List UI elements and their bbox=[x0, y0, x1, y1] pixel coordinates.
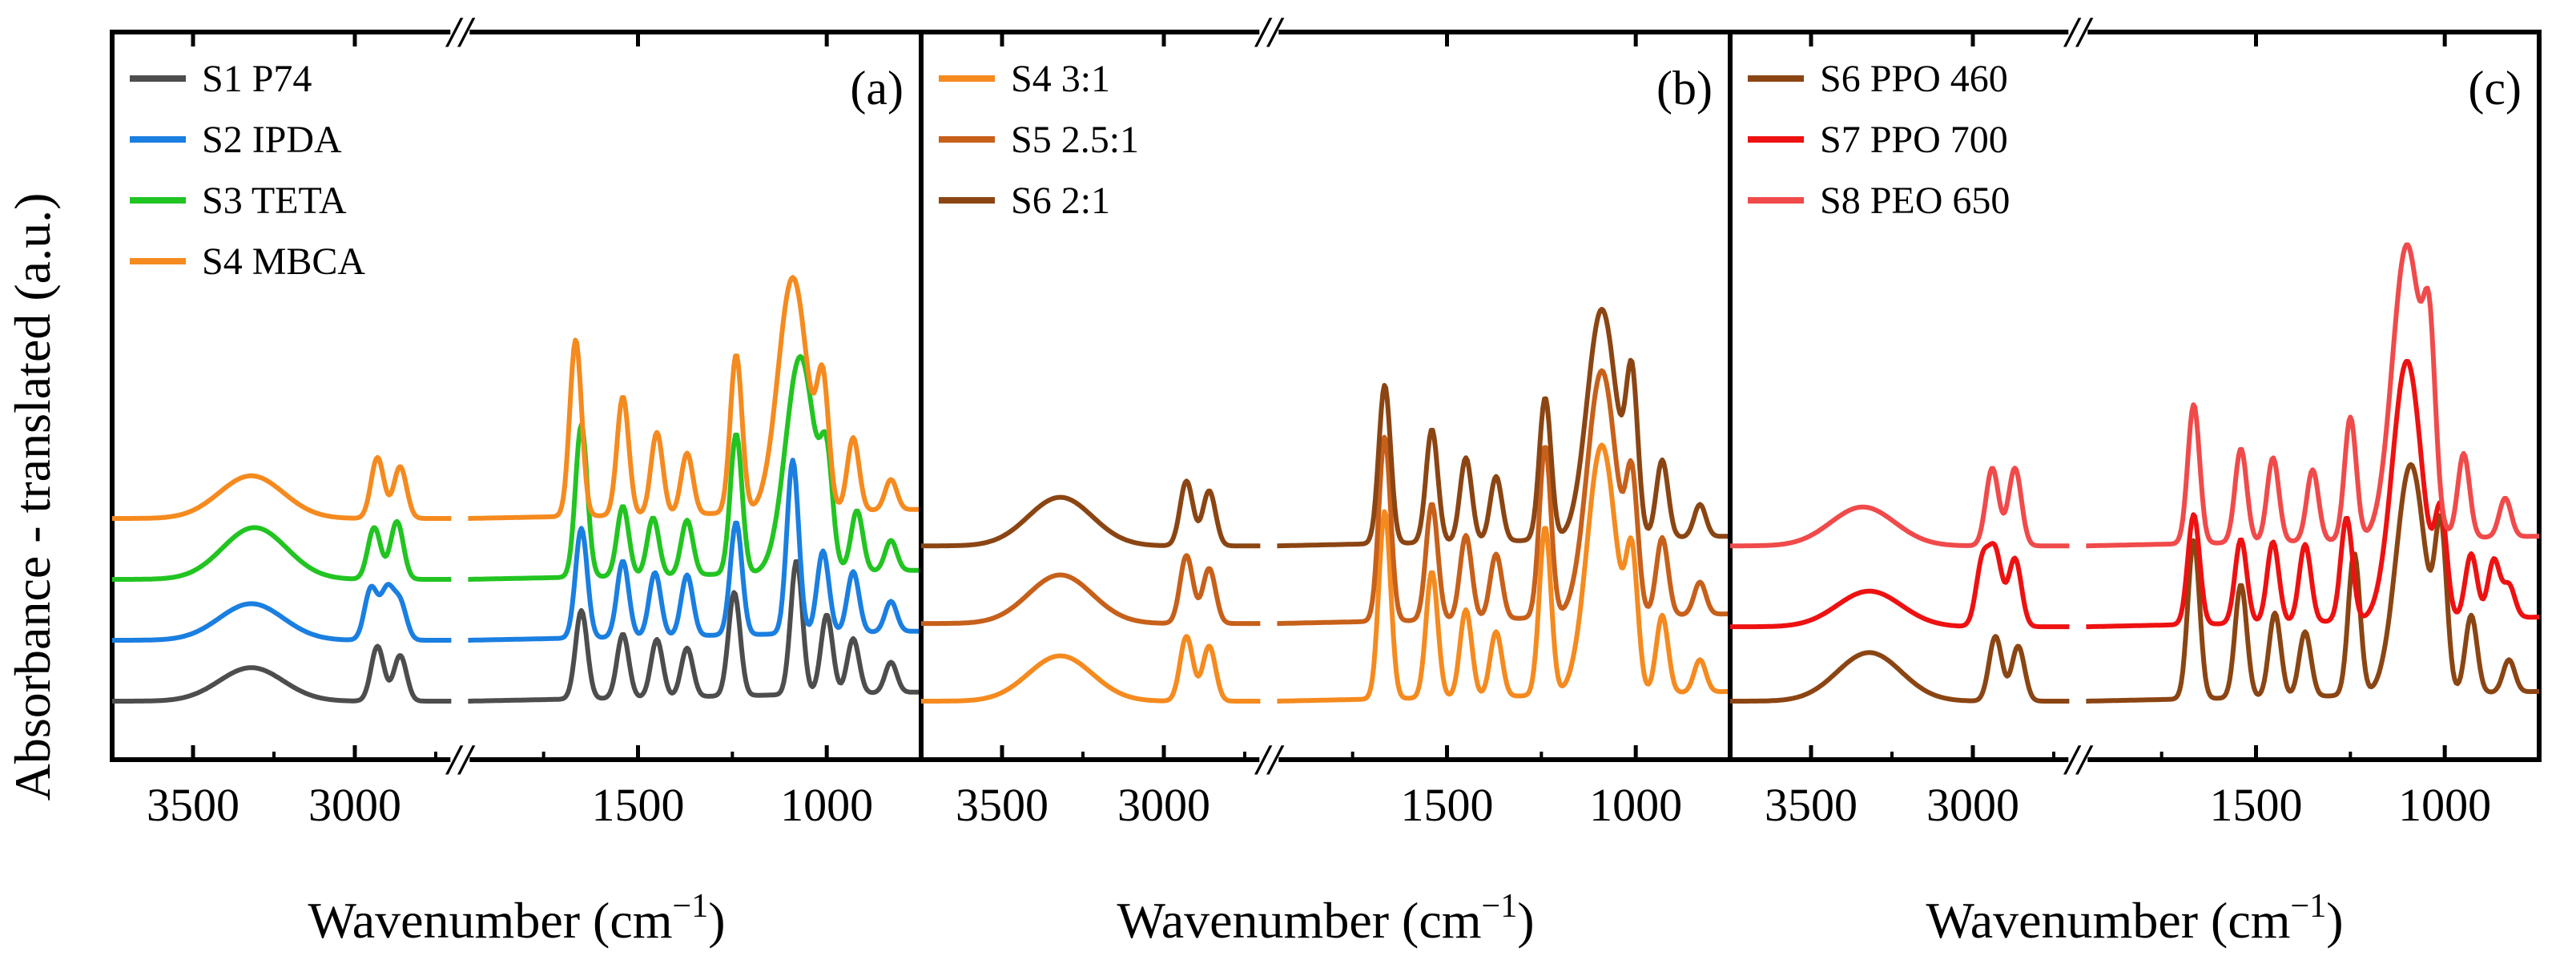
series-line-s6-2-1-seg2 bbox=[1276, 306, 1732, 549]
panel-label: (a) bbox=[850, 62, 904, 115]
series-line-s2-ipda-seg1 bbox=[111, 582, 453, 643]
series-line-s8-peo-650-seg1 bbox=[1729, 466, 2071, 549]
series-line-s7-ppo-700-seg2 bbox=[2085, 359, 2541, 630]
series-line-s7-ppo-700-seg1 bbox=[1729, 541, 2071, 630]
series-line-s2-ipda-seg2 bbox=[467, 458, 923, 643]
axis-break-gap bbox=[450, 753, 470, 766]
x-tick-label: 1500 bbox=[2210, 779, 2303, 831]
axis-break-gap bbox=[1259, 26, 1279, 38]
x-axis-title: Wavenumber (cm−1) bbox=[308, 888, 725, 949]
axis-break-gap bbox=[2068, 753, 2088, 766]
series-line-s6-ppo-460-seg1 bbox=[1729, 634, 2071, 704]
series-line-s6-ppo-460-seg2 bbox=[2085, 462, 2541, 704]
series-line-s4-mbca-seg1 bbox=[111, 454, 453, 521]
axis-break-mark: // bbox=[445, 736, 476, 784]
series-line-s6-2-1-seg1 bbox=[920, 478, 1262, 549]
legend-label: S5 2.5:1 bbox=[1011, 119, 1139, 161]
panel-label: (b) bbox=[1656, 62, 1713, 115]
legend-label: S4 3:1 bbox=[1011, 58, 1110, 100]
x-tick-label: 3500 bbox=[147, 779, 239, 831]
series-line-s5-2-5-1-seg2 bbox=[1276, 368, 1732, 627]
x-tick-label: 3000 bbox=[1117, 779, 1210, 831]
legend-label: S4 MBCA bbox=[202, 240, 365, 283]
x-tick-label: 3500 bbox=[1765, 779, 1858, 831]
axis-break-gap bbox=[450, 26, 470, 38]
legend-label: S1 P74 bbox=[202, 58, 312, 100]
legend-label: S8 PEO 650 bbox=[1820, 179, 2010, 222]
panel-label: (c) bbox=[2468, 62, 2522, 115]
x-tick-label: 1000 bbox=[1589, 779, 1682, 831]
series-line-s1-p74-seg1 bbox=[111, 643, 453, 704]
axis-break-gap bbox=[1259, 753, 1279, 766]
axis-break-mark: // bbox=[445, 8, 476, 56]
x-tick-label: 3500 bbox=[956, 779, 1049, 831]
axis-break-mark: // bbox=[1254, 8, 1285, 56]
legend-label: S2 IPDA bbox=[202, 119, 342, 161]
legend-label: S6 2:1 bbox=[1011, 179, 1110, 222]
panel-c: // // 3500 3000 1500 1000 Wavenumber (cm−1) (c)… bbox=[1728, 8, 2542, 949]
x-tick-label: 1000 bbox=[780, 779, 873, 831]
x-axis-title: Wavenumber (cm−1) bbox=[1117, 888, 1534, 949]
legend-label: S6 PPO 460 bbox=[1820, 58, 2008, 100]
legend-label: S7 PPO 700 bbox=[1820, 119, 2008, 161]
panel-frame bbox=[1728, 30, 2542, 762]
series-line-s5-2-5-1-seg1 bbox=[920, 553, 1262, 627]
axis-break-mark: // bbox=[2063, 8, 2094, 56]
series-line-s4-3-1-seg2 bbox=[1276, 442, 1732, 704]
panel-a: // // 3500 3000 1500 1000 Wavenumber (cm−1) (a)… bbox=[110, 8, 924, 949]
x-tick-label: 1000 bbox=[2398, 779, 2491, 831]
x-tick-label: 3000 bbox=[1926, 779, 2019, 831]
series-line-s3-teta-seg2 bbox=[467, 353, 923, 582]
axis-break-mark: // bbox=[2063, 736, 2094, 784]
series-line-s3-teta-seg1 bbox=[111, 518, 453, 582]
series-line-s8-peo-650-seg2 bbox=[2085, 242, 2541, 549]
x-axis-title: Wavenumber (cm−1) bbox=[1926, 888, 2343, 949]
axis-break-mark: // bbox=[1254, 736, 1285, 784]
axis-break-gap bbox=[2068, 26, 2088, 38]
series-line-s4-3-1-seg1 bbox=[920, 634, 1262, 704]
series-line-s1-p74-seg2 bbox=[467, 559, 923, 704]
legend-label: S3 TETA bbox=[202, 179, 347, 222]
series-line-s4-mbca-seg2 bbox=[467, 275, 923, 521]
x-tick-label: 1500 bbox=[592, 779, 685, 831]
x-tick-label: 1500 bbox=[1401, 779, 1494, 831]
x-tick-label: 3000 bbox=[308, 779, 401, 831]
panel-b: // // 3500 3000 1500 1000 Wavenumber (cm−1) (b)… bbox=[919, 8, 1733, 949]
y-axis-label: Absorbance - translated (a.u.) bbox=[4, 193, 61, 801]
